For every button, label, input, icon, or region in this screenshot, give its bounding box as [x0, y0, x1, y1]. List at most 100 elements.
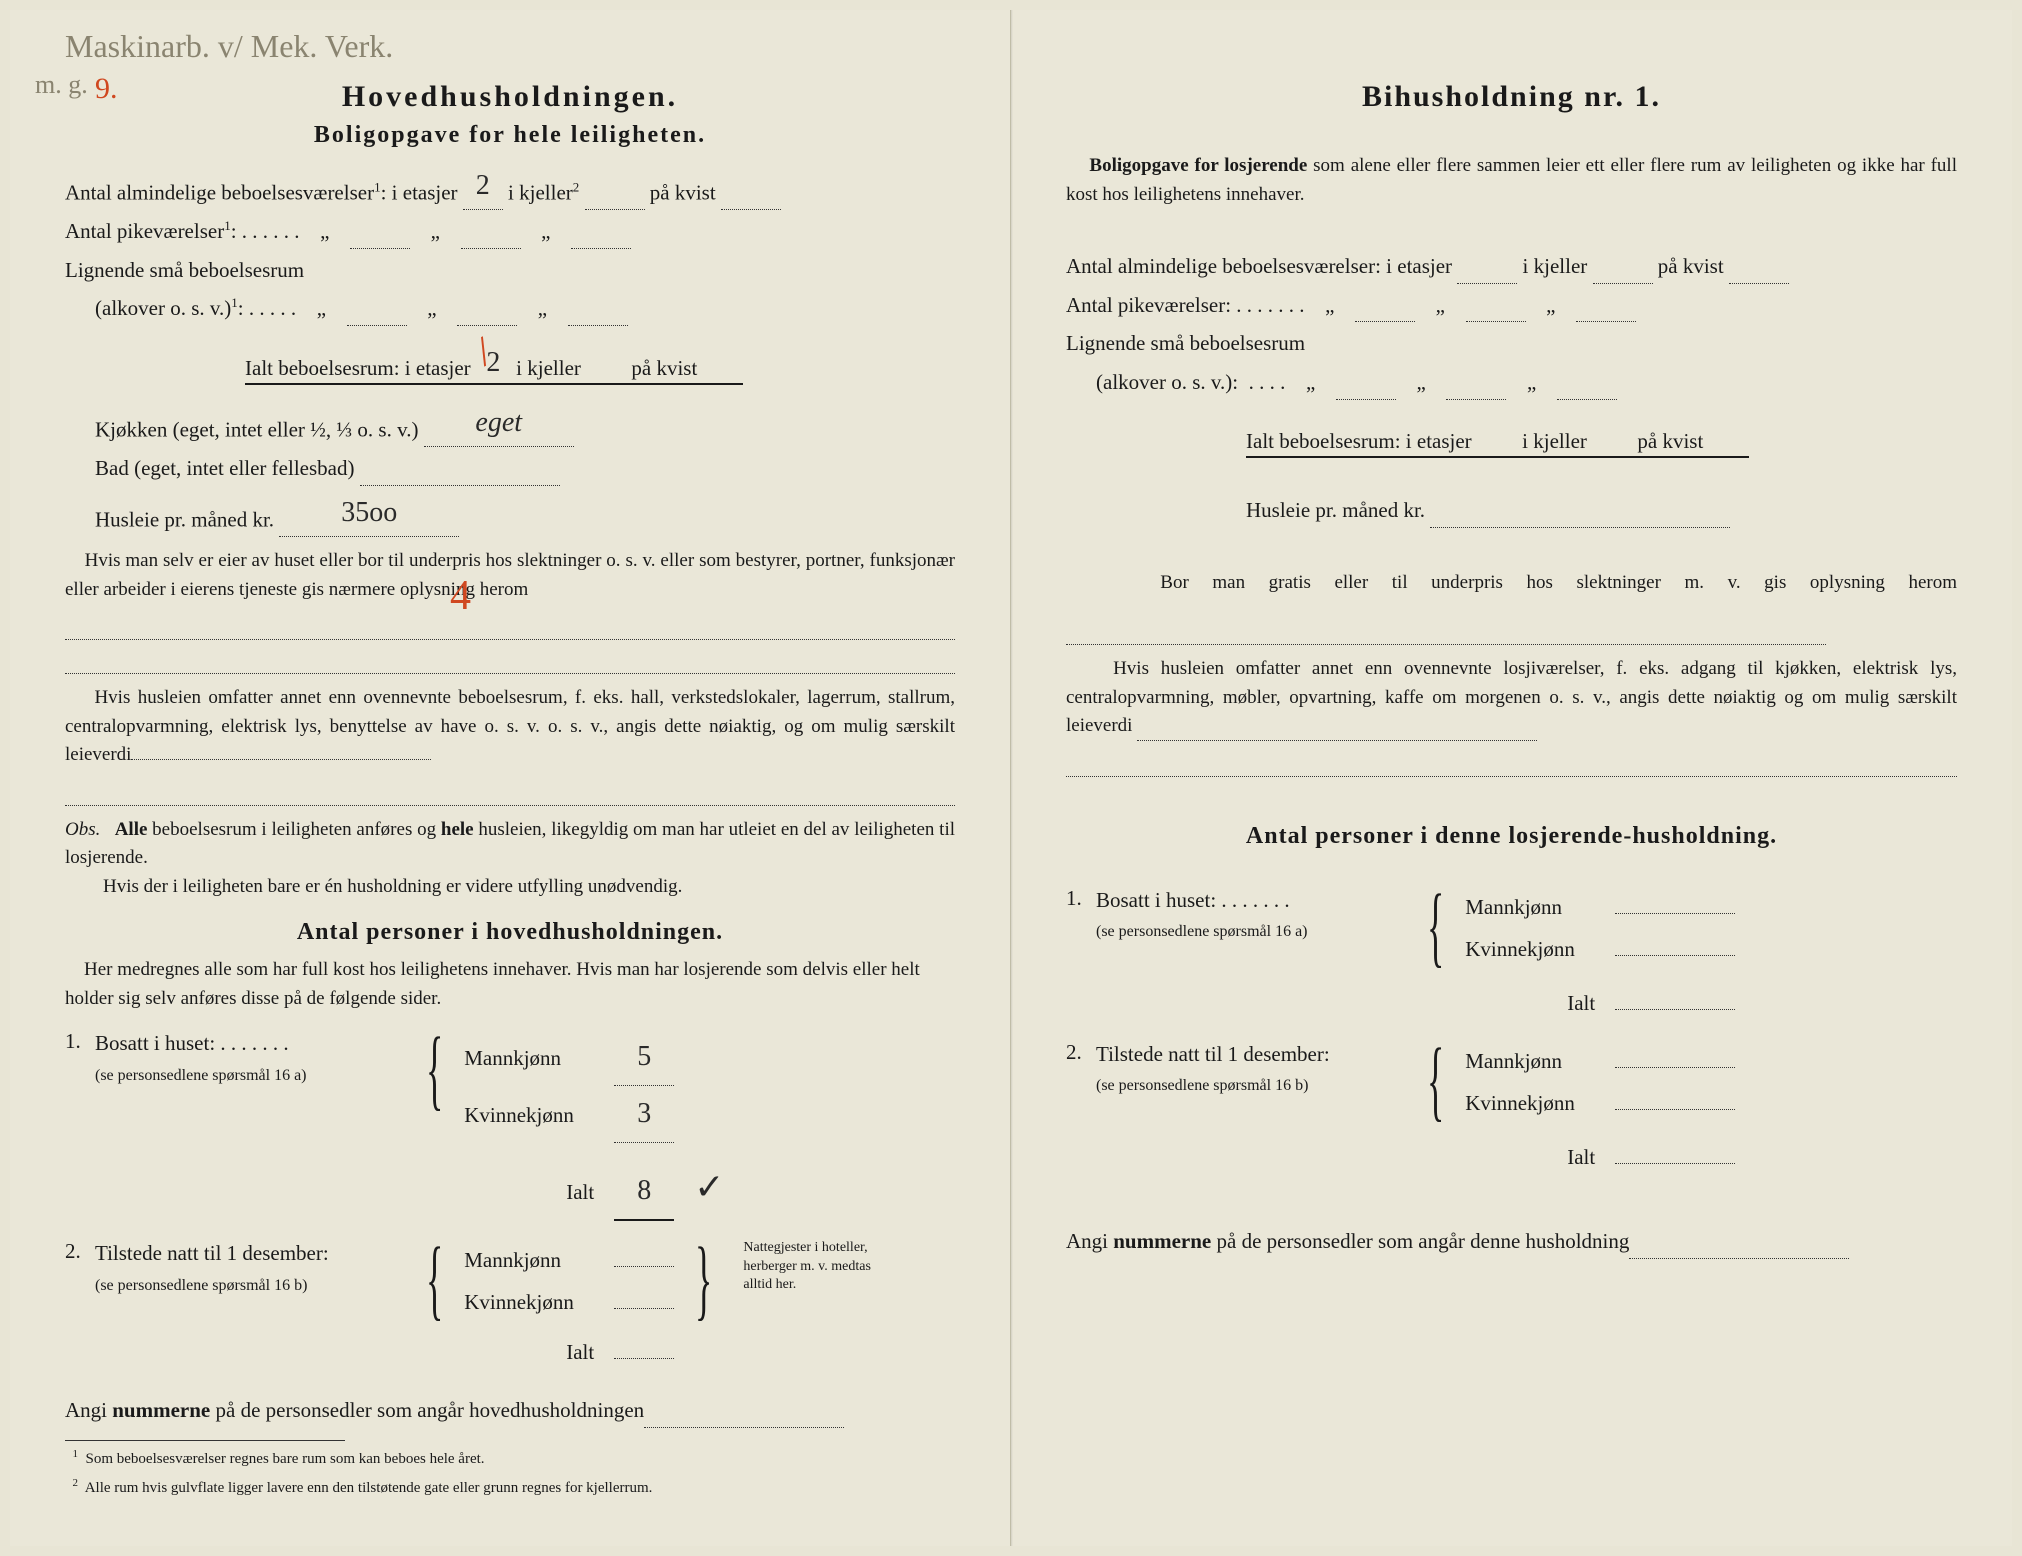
subtitle: Boligopgave for hele leiligheten. — [65, 122, 955, 149]
rpb2-k-blank — [1615, 1109, 1735, 1110]
pb1-i: 8 — [637, 1163, 651, 1219]
pb1-m: 5 — [637, 1029, 651, 1085]
line-alkover: (alkover o. s. v.)1: . . . . . „ „ „ — [95, 291, 955, 326]
l3-blank3 — [568, 325, 628, 326]
pb2-i-blank — [614, 1358, 674, 1359]
p1a: Boligopgave for losjerende — [1089, 155, 1307, 176]
rl5-blank — [1430, 527, 1730, 528]
l5-val: eget — [475, 400, 522, 446]
l2-blank1 — [350, 248, 410, 249]
rpb1-label-wrap: Bosatt i huset: . . . . . . . (se person… — [1096, 886, 1406, 945]
l1-t2: i kjeller — [508, 181, 573, 205]
fn2-text: Alle rum hvis gulvflate ligger lavere en… — [85, 1480, 653, 1496]
ditto: „ — [1291, 365, 1331, 400]
l1-val-etasjer: 2 — [463, 163, 503, 210]
kvinne-label: Kvinnekjønn — [1465, 928, 1615, 970]
pb1-label: Bosatt i huset: — [95, 1031, 215, 1055]
pb1-i-field: 8 — [614, 1163, 674, 1221]
l5-val-field: eget — [424, 400, 574, 447]
rpb1-i-blank — [1615, 1009, 1735, 1010]
fn1-text: Som beboelsesværelser regnes bare rum so… — [86, 1451, 485, 1467]
brace-icon: { — [1427, 886, 1444, 967]
pb1-num: 1. — [65, 1029, 95, 1054]
ditto: „ — [1420, 288, 1460, 323]
pb2-sub: (se personsedlene spørsmål 16 b) — [95, 1277, 307, 1294]
mann-label: Mannkjønn — [464, 1239, 614, 1281]
ialt-label: Ialt — [1465, 982, 1615, 1024]
left-page: Maskinarb. v/ Mek. Verk. m. g. 9. Hovedh… — [10, 10, 1011, 1546]
l6-label: Bad (eget, intet eller fellesbad) — [95, 456, 354, 480]
brace-icon: { — [426, 1239, 443, 1320]
pb2-label-wrap: Tilstede natt til 1 desember: (se person… — [95, 1239, 405, 1298]
r-fill-line — [1066, 751, 1957, 777]
brace-icon: { — [1427, 1040, 1444, 1121]
r-bottom-blank — [1629, 1258, 1849, 1259]
bottom-blank — [644, 1427, 844, 1428]
ditto: „ — [412, 291, 452, 326]
r-para-omfatter: Hvis husleien omfatter annet enn ovennev… — [1066, 655, 1957, 741]
r-person-block-2: 2. Tilstede natt til 1 desember: (se per… — [1066, 1040, 1957, 1178]
r-bottom-nummerne: Angi nummerne på de personsedler som ang… — [1066, 1224, 1957, 1259]
rpb2-num: 2. — [1066, 1040, 1096, 1065]
l1-prefix: Antal almindelige beboelsesværelser — [65, 181, 374, 205]
rp2-text: Bor man gratis eller til underpris hos s… — [1160, 572, 1957, 593]
rpb2-i-blank — [1615, 1163, 1735, 1164]
fill-line-2 — [65, 648, 955, 674]
pb1-label-wrap: Bosatt i huset: . . . . . . . (se person… — [95, 1029, 405, 1088]
l4-label: Ialt beboelsesrum: i etasjer — [245, 356, 471, 380]
kvinne-label: Kvinnekjønn — [464, 1094, 614, 1136]
l6-blank — [360, 485, 560, 486]
brace-icon: { — [426, 1029, 443, 1110]
ditto: „ — [526, 214, 566, 249]
rpb1-num: 1. — [1066, 886, 1096, 911]
l4-t2: i kjeller — [516, 356, 581, 380]
obs-text2: Hvis der i leiligheten bare er én hushol… — [103, 876, 682, 897]
brace-icon: } — [695, 1239, 712, 1320]
rp2-blank — [1066, 644, 1826, 645]
para-husleie-omfatter: Hvis husleien omfatter annet enn ovennev… — [65, 684, 955, 770]
p2-text: Hvis husleien omfatter annet enn ovennev… — [65, 687, 955, 765]
l2-sup: 1 — [224, 218, 231, 233]
kvinne-label: Kvinnekjønn — [464, 1281, 614, 1323]
obs-block: Obs. Alle beboelsesrum i leiligheten anf… — [65, 816, 955, 902]
persons-note: Her medregnes alle som har full kost hos… — [65, 956, 955, 1013]
line-lignende: Lignende små beboelsesrum — [65, 253, 955, 288]
rl1-blank1 — [1457, 283, 1517, 284]
line-pike: Antal pikeværelser1: . . . . . . „ „ „ — [65, 214, 955, 249]
pb2-k-blank — [614, 1308, 674, 1309]
person-block-1: 1. Bosatt i huset: . . . . . . . (se per… — [65, 1029, 955, 1223]
ditto: „ — [522, 291, 562, 326]
persons-heading: Antal personer i hovedhusholdningen. — [65, 919, 955, 946]
rpb2-label: Tilstede natt til 1 desember: — [1096, 1042, 1330, 1066]
rl1-t3: på kvist — [1658, 254, 1724, 278]
rl3-blank2 — [1446, 399, 1506, 400]
document-spread: Maskinarb. v/ Mek. Verk. m. g. 9. Hovedh… — [10, 10, 2012, 1546]
note1-text: Her medregnes alle som har full kost hos… — [65, 959, 920, 1009]
r-line-lignende: Lignende små beboelsesrum — [1066, 326, 1957, 361]
kvinne-label: Kvinnekjønn — [1465, 1082, 1615, 1124]
l1-t1: : i etasjer — [381, 181, 458, 205]
right-intro: Boligopgave for losjerende som alene ell… — [1066, 152, 1957, 209]
rl2-blank1 — [1355, 321, 1415, 322]
ditto: „ — [1310, 288, 1350, 323]
l2-label: Antal pikeværelser — [65, 219, 224, 243]
l5-label: Kjøkken (eget, intet eller ½, ⅓ o. s. v.… — [95, 418, 418, 442]
pb1-k: 3 — [637, 1086, 651, 1142]
person-block-2: 2. Tilstede natt til 1 desember: (se per… — [65, 1239, 955, 1373]
right-title: Bihusholdning nr. 1. — [1066, 80, 1957, 114]
rpb1-label: Bosatt i huset: — [1096, 888, 1216, 912]
main-title: Hovedhusholdningen. — [65, 80, 955, 114]
l4-t3: på kvist — [631, 356, 697, 380]
rp3-blank — [1137, 740, 1537, 741]
pb2-m-blank — [614, 1266, 674, 1267]
fill-line-1 — [65, 614, 955, 640]
rpb2-label-wrap: Tilstede natt til 1 desember: (se person… — [1096, 1040, 1406, 1099]
l1-val: 2 — [476, 163, 490, 209]
rpb2-m-blank — [1615, 1067, 1735, 1068]
line-husleie: Husleie pr. måned kr. 35oo — [95, 490, 955, 537]
mann-label: Mannkjønn — [464, 1037, 614, 1079]
rl2-blank2 — [1466, 321, 1526, 322]
l1-sup2: 2 — [573, 180, 580, 195]
p1-text: Hvis man selv er eier av huset eller bor… — [65, 550, 955, 600]
r-line-alkover: (alkover o. s. v.): . . . . „ „ „ — [1096, 365, 1957, 400]
